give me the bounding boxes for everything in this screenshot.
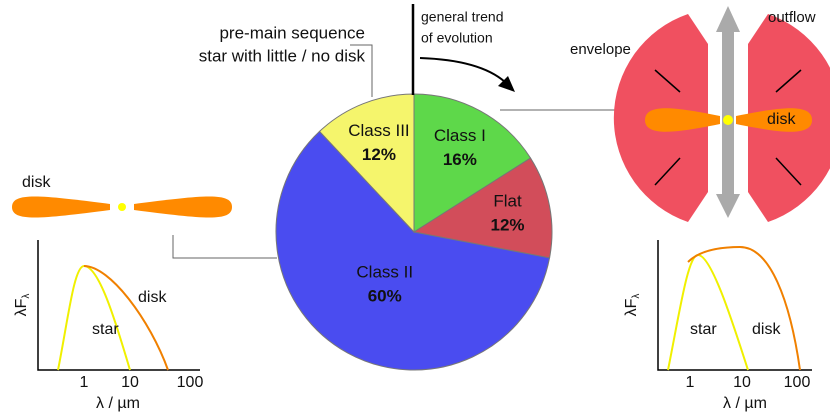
- label: disk: [22, 174, 51, 191]
- annotation: general trend: [421, 9, 504, 25]
- infall-arrows: [654, 69, 802, 186]
- x-axis-label: λ / µm: [96, 395, 140, 412]
- axis: [37, 240, 200, 371]
- slice-label: Class II: [356, 263, 413, 282]
- label: envelope: [570, 41, 631, 58]
- label: disk: [752, 321, 781, 338]
- pie-slice: [412, 157, 553, 259]
- annotation: pre-main sequence: [219, 23, 365, 42]
- arrow-head: [498, 76, 515, 92]
- pie-slice: [318, 93, 415, 234]
- value-label: 16%: [443, 150, 477, 169]
- label: disk: [138, 289, 167, 306]
- leader-line: [172, 235, 277, 259]
- slice-label: Flat: [493, 192, 522, 211]
- label: outflow: [768, 9, 816, 26]
- disk-curve: [83, 265, 169, 371]
- x-tick-label: 100: [784, 374, 811, 391]
- x-tick-label: 10: [733, 374, 751, 391]
- pie-slice: [413, 93, 532, 233]
- y-axis-label: λFλ: [13, 294, 31, 317]
- disk-shape: [645, 108, 720, 132]
- label: star: [92, 321, 119, 338]
- disk-shape: [736, 108, 812, 132]
- outflow-head: [716, 6, 740, 32]
- star-curve: [57, 264, 131, 371]
- pie: Class I 16% Flat 12% Class II 60% Class III 12%: [275, 93, 553, 371]
- x-tick-label: 1: [80, 374, 89, 391]
- x-axis-label: λ / µm: [723, 395, 767, 412]
- value-label: 12%: [491, 216, 525, 235]
- label: disk: [767, 111, 796, 128]
- outflow-head: [716, 194, 740, 218]
- star: [723, 115, 733, 125]
- disk-shape: [12, 196, 110, 218]
- disk-shape: [134, 196, 232, 218]
- slice-label: Class I: [434, 126, 486, 145]
- annotation: star with little / no disk: [199, 46, 366, 65]
- slice-label: Class III: [348, 121, 409, 140]
- x-tick-label: 100: [177, 374, 204, 391]
- value-label: 60%: [368, 287, 402, 306]
- y-axis-label: λFλ: [623, 294, 641, 317]
- leader-line: [350, 44, 373, 97]
- value-label: 12%: [362, 145, 396, 164]
- outflow-shaft: [722, 28, 734, 198]
- star: [118, 203, 126, 211]
- x-tick-label: 1: [686, 374, 695, 391]
- pie-slice: [275, 130, 551, 371]
- trend-arrow: [419, 57, 506, 83]
- annotation: of evolution: [421, 30, 493, 46]
- label: star: [690, 321, 717, 338]
- star-curve: [667, 253, 749, 371]
- axis: [657, 240, 812, 371]
- x-tick-label: 10: [121, 374, 139, 391]
- disk-curve: [687, 245, 801, 371]
